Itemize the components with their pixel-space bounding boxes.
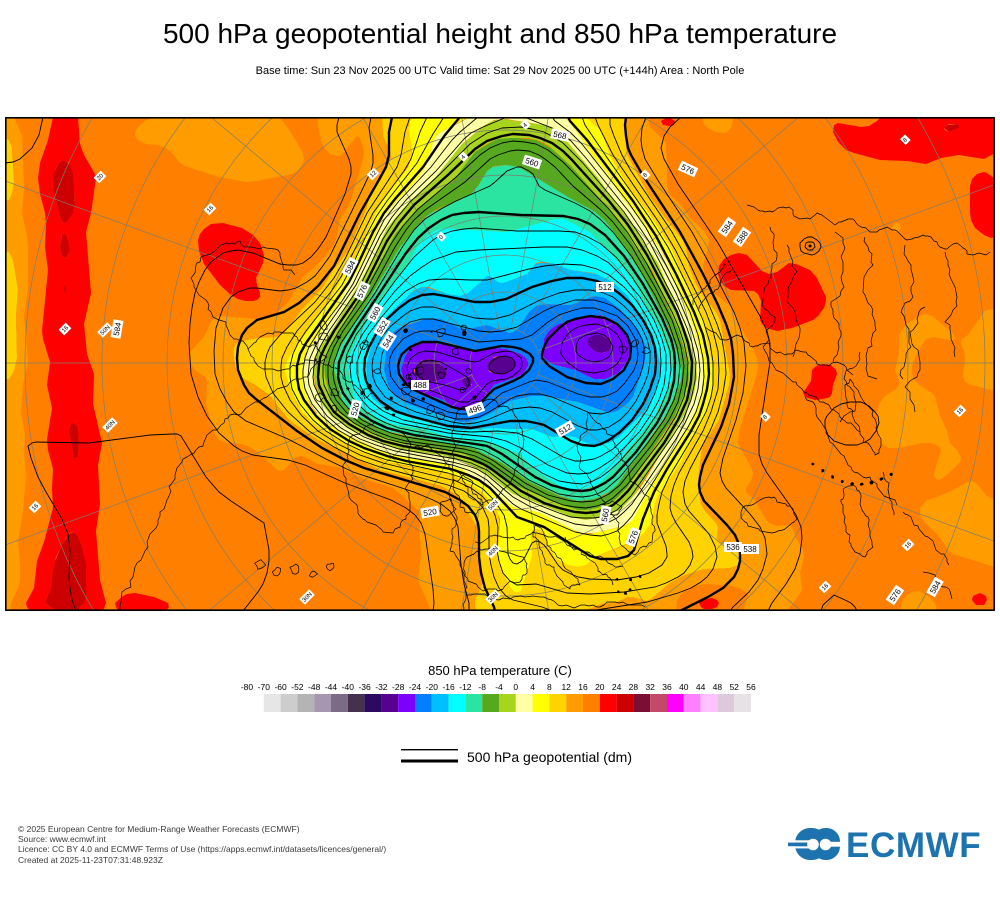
svg-text:496: 496 — [467, 403, 483, 416]
svg-text:12: 12 — [369, 170, 378, 179]
svg-text:8: 8 — [902, 137, 909, 144]
svg-text:-70: -70 — [258, 682, 271, 692]
svg-text:36: 36 — [662, 682, 672, 692]
svg-text:584: 584 — [112, 321, 123, 336]
svg-text:512: 512 — [598, 283, 612, 292]
svg-text:4: 4 — [522, 122, 529, 129]
svg-text:-52: -52 — [291, 682, 304, 692]
svg-text:44: 44 — [696, 682, 706, 692]
svg-text:560: 560 — [524, 156, 540, 169]
svg-text:48: 48 — [713, 682, 723, 692]
svg-text:28: 28 — [629, 682, 639, 692]
svg-text:52: 52 — [729, 682, 739, 692]
svg-text:-40: -40 — [342, 682, 355, 692]
svg-text:568: 568 — [552, 130, 567, 142]
svg-text:-24: -24 — [409, 682, 422, 692]
svg-text:-12: -12 — [459, 682, 472, 692]
svg-text:16: 16 — [821, 583, 830, 592]
svg-text:576: 576 — [627, 529, 640, 545]
svg-text:-20: -20 — [426, 682, 439, 692]
svg-text:8: 8 — [762, 414, 769, 421]
svg-text:-16: -16 — [442, 682, 455, 692]
svg-text:-48: -48 — [308, 682, 321, 692]
svg-text:24: 24 — [612, 682, 622, 692]
svg-text:4: 4 — [460, 154, 467, 161]
svg-text:56: 56 — [746, 682, 756, 692]
svg-text:-4: -4 — [495, 682, 503, 692]
svg-text:536: 536 — [726, 543, 740, 552]
svg-text:538: 538 — [743, 545, 757, 554]
svg-text:12: 12 — [561, 682, 571, 692]
svg-text:16: 16 — [61, 325, 70, 334]
svg-text:8: 8 — [547, 682, 552, 692]
svg-text:ECMWF: ECMWF — [846, 826, 981, 865]
svg-text:488: 488 — [413, 381, 427, 390]
svg-text:-36: -36 — [358, 682, 371, 692]
svg-text:500 hPa geopotential (dm): 500 hPa geopotential (dm) — [467, 749, 632, 765]
svg-text:16: 16 — [904, 541, 913, 550]
svg-text:520: 520 — [423, 507, 438, 518]
svg-text:16: 16 — [31, 503, 40, 512]
svg-text:-28: -28 — [392, 682, 405, 692]
svg-text:8: 8 — [642, 172, 649, 179]
svg-text:16: 16 — [956, 407, 965, 416]
svg-text:-60: -60 — [274, 682, 287, 692]
svg-text:-44: -44 — [325, 682, 338, 692]
svg-text:-32: -32 — [375, 682, 388, 692]
svg-text:20: 20 — [96, 173, 105, 182]
svg-text:0: 0 — [438, 234, 445, 241]
svg-text:-80: -80 — [241, 682, 254, 692]
svg-text:4: 4 — [530, 682, 535, 692]
svg-text:40: 40 — [679, 682, 689, 692]
svg-text:560: 560 — [600, 507, 611, 522]
svg-text:32: 32 — [645, 682, 655, 692]
svg-text:0: 0 — [513, 682, 518, 692]
svg-text:-8: -8 — [478, 682, 486, 692]
svg-text:520: 520 — [349, 401, 361, 417]
svg-text:20: 20 — [595, 682, 605, 692]
svg-text:16: 16 — [206, 205, 215, 214]
svg-text:16: 16 — [578, 682, 588, 692]
svg-text:850 hPa temperature (C): 850 hPa temperature (C) — [428, 663, 572, 678]
